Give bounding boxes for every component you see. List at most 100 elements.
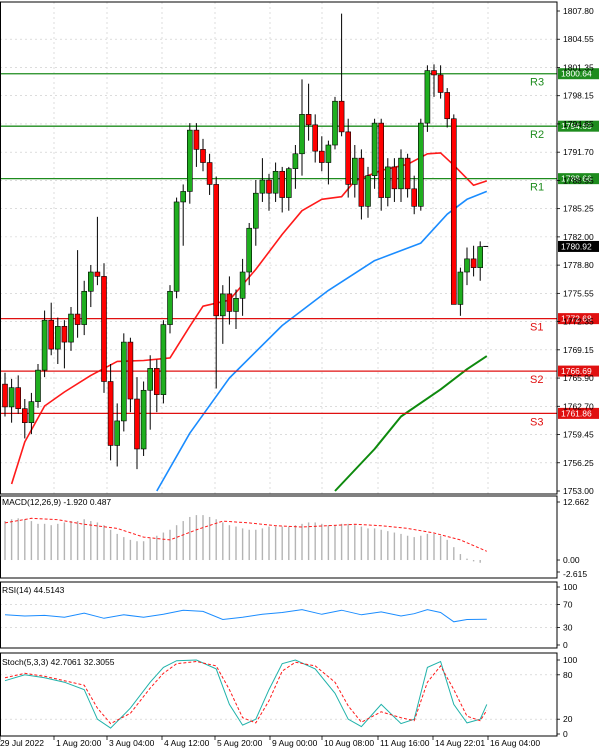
time-tick-label: 16 Aug 04:00	[490, 738, 540, 748]
bearish-candle	[200, 149, 206, 163]
bullish-candle	[8, 387, 15, 408]
stoch-tick-label: 100	[563, 655, 577, 665]
price-tick-label: 1765.90	[563, 373, 594, 383]
bearish-candle	[134, 398, 140, 450]
bearish-candle	[193, 129, 200, 150]
stoch-k-line	[4, 659, 488, 729]
panel-frames	[0, 1, 558, 737]
price-tick-label: 1785.25	[563, 204, 594, 214]
bullish-candle	[285, 168, 292, 198]
moving-average-200-line	[334, 355, 488, 492]
bearish-candle	[431, 70, 437, 76]
level-price-label: 1772.68	[561, 314, 592, 324]
macd-tick-label: 0.00	[563, 555, 580, 565]
price-tick-label: 1762.70	[563, 401, 594, 411]
bearish-candle	[127, 341, 134, 400]
bullish-candle	[384, 166, 391, 198]
bearish-candle	[470, 258, 477, 268]
bearish-candle	[61, 326, 68, 343]
bullish-candle	[81, 290, 87, 325]
bullish-candle	[35, 369, 41, 402]
bearish-candle	[378, 122, 385, 198]
bullish-candle	[187, 129, 193, 192]
bullish-candle	[417, 122, 424, 207]
panel-frame	[0, 1, 558, 495]
stoch-panel: Stoch(5,3,3) 42.7061 32.3055 100 80 20 0	[0, 655, 577, 739]
bullish-candle	[253, 192, 259, 229]
rsi-line	[4, 609, 487, 623]
level-price-label: 1766.69	[561, 366, 592, 376]
bullish-candle	[167, 290, 173, 325]
panel-frame	[0, 495, 558, 579]
bearish-candle	[21, 408, 28, 423]
bearish-candle	[94, 271, 101, 277]
level-price-label: 1788.66	[561, 174, 592, 184]
macd-signal-line	[4, 517, 487, 552]
bearish-candle	[206, 162, 213, 185]
bearish-candle	[312, 124, 319, 152]
price-tick-label: 1753.00	[563, 486, 594, 496]
bullish-candle	[41, 319, 48, 371]
stoch-tick-label: 80	[563, 670, 573, 680]
bearish-candle	[305, 114, 312, 126]
panel-frame	[0, 652, 558, 737]
moving-average-short-line	[10, 152, 488, 485]
bearish-candle	[444, 92, 451, 120]
level-name: S2	[530, 374, 543, 386]
time-tick-label: 14 Aug 22:01	[435, 738, 485, 748]
bullish-candle	[259, 179, 266, 194]
bearish-candle	[437, 74, 444, 93]
level-price-box	[558, 313, 599, 325]
time-tick-label: 1 Aug 20:00	[56, 738, 102, 748]
bearish-candle	[318, 150, 325, 163]
level-price-label: 1794.65	[561, 121, 592, 131]
time-tick-label: 11 Aug 16:00	[380, 738, 430, 748]
candlesticks	[2, 13, 489, 470]
bearish-candle	[338, 100, 345, 133]
bullish-candle	[477, 246, 484, 268]
price-axis: 1807.80 1804.55 1801.35 1798.15 1794.65 1791.…	[557, 6, 599, 496]
level-name: R3	[530, 77, 544, 89]
price-tick-label: 1807.80	[563, 6, 594, 16]
price-tick-label: 1791.70	[563, 147, 594, 157]
bullish-candle	[68, 313, 74, 343]
bullish-candle	[28, 401, 35, 423]
price-tick-label: 1804.55	[563, 34, 594, 44]
bearish-candle	[358, 157, 365, 207]
price-tick-label: 1772.35	[563, 317, 594, 327]
bullish-candle	[365, 175, 371, 207]
bullish-candle	[424, 70, 431, 124]
stoch-d-line	[4, 660, 488, 725]
level-name: R2	[530, 129, 544, 141]
level-price-box	[558, 365, 599, 377]
time-axis: 29 Jul 2022 1 Aug 20:00 3 Aug 04:00 4 Aug 1…	[0, 736, 540, 748]
bullish-candle	[464, 258, 470, 273]
bearish-candle	[213, 184, 219, 317]
bearish-candle	[266, 179, 272, 194]
bullish-candle	[272, 170, 279, 194]
time-tick-label: 4 Aug 12:00	[164, 738, 210, 748]
rsi-panel: RSI(14) 44.5143 100 70 30 0	[0, 582, 577, 650]
macd-label: MACD(12,26,9) -1.920 0.487	[2, 497, 111, 507]
last-price-box	[558, 240, 599, 252]
bullish-candle	[160, 324, 167, 395]
bearish-candle	[2, 383, 8, 408]
time-tick-label: 5 Aug 20:00	[217, 738, 263, 748]
bullish-candle	[173, 201, 180, 292]
bearish-candle	[226, 293, 233, 312]
support-resistance-levels: R3 1800.64 R2 1794.65 R1 1788.66 S1 1772.68 S2 17…	[0, 68, 599, 428]
bearish-candle	[48, 319, 55, 350]
level-price-box	[558, 120, 599, 132]
bearish-candle	[411, 188, 418, 207]
bullish-candle	[371, 122, 378, 176]
macd-tick-label: -2.615	[563, 569, 587, 579]
stoch-label: Stoch(5,3,3) 42.7061 32.3055	[2, 657, 115, 667]
bearish-candle	[345, 131, 352, 185]
rsi-label: RSI(14) 44.5143	[2, 585, 65, 595]
price-tick-label: 1794.65	[563, 119, 594, 129]
bearish-candle	[74, 313, 81, 325]
bullish-candle	[246, 227, 252, 273]
bullish-candle	[233, 297, 239, 312]
